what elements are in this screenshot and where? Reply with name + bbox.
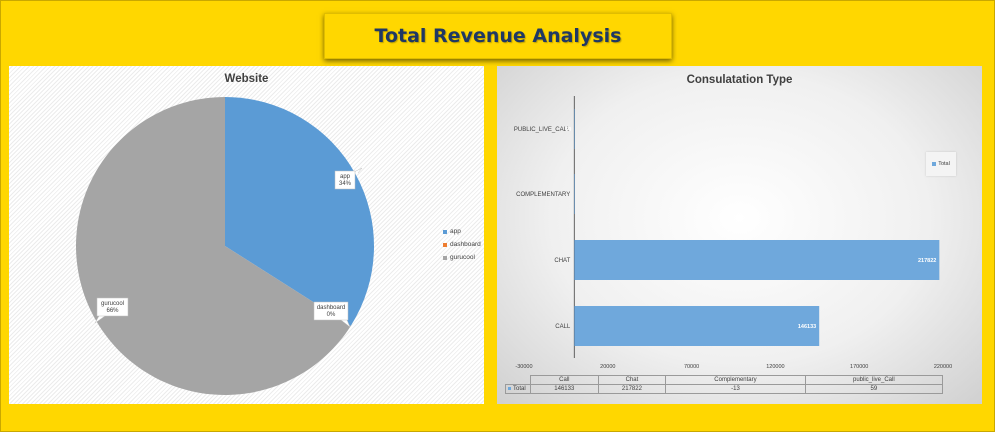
legend-swatch-total [932, 162, 937, 166]
bar-data-table: Call Chat Complementary public_live_Call… [505, 375, 944, 394]
data-table-cell: 146133 [530, 384, 599, 394]
pie-data-label-pct: 0% [327, 312, 336, 318]
page-title-box: Total Revenue Analysis [324, 13, 672, 59]
data-table-corner [505, 375, 531, 385]
bar-data-label: 59 [565, 127, 571, 133]
data-table-header: public_live_Call [804, 375, 944, 385]
pie-slice-gurucool [76, 97, 351, 396]
data-table-row: Total 146133 217822 -13 59 [505, 384, 944, 394]
bar-legend: Total [926, 152, 956, 176]
data-table-swatch [508, 387, 511, 390]
bar-chart-title: Consulatation Type [686, 74, 793, 86]
data-table-header-row: Call Chat Complementary public_live_Call [505, 375, 944, 385]
data-table-header: Call [530, 375, 599, 385]
website-pie-chart-panel: Website app 34% dashboard 0% gurucool 66% app… [9, 66, 484, 404]
bar-complementary [574, 174, 575, 214]
pie-data-label-name: gurucool [101, 301, 124, 307]
bar-call [574, 306, 820, 346]
pie-slice-app [225, 97, 374, 326]
data-table-header: Complementary [665, 375, 806, 385]
bar-category-label: CALL [555, 324, 571, 330]
bar-x-tick-label: 170000 [850, 364, 868, 370]
data-table-row-label-text: Total [513, 386, 526, 392]
data-table-cell: 59 [804, 384, 944, 394]
legend-swatch-app [443, 229, 447, 234]
bar-chat [574, 240, 940, 280]
pie-legend: app dashboard gurucool [443, 228, 481, 267]
bar-category-label: CHAT [554, 258, 570, 264]
pie-data-label-name: dashboard [317, 305, 345, 311]
data-table-cell: 217822 [597, 384, 667, 394]
bar-category-label: COMPLEMENTARY [516, 192, 570, 198]
consultation-bar-chart-panel: Consulatation Type CALL 146133 CHAT 217822 C… [497, 66, 982, 404]
bar-x-tick-label: 70000 [684, 364, 699, 370]
pie-data-label-pct: 34% [339, 181, 352, 187]
bar-data-label: 217822 [918, 258, 936, 264]
legend-label-total: Total [938, 161, 950, 167]
pie-legend-item-app: app [443, 228, 481, 235]
pie-data-label-pct: 66% [106, 308, 119, 314]
bar-public_live_call [574, 109, 575, 149]
bar-category-label: PUBLIC_LIVE_CALL [514, 127, 571, 133]
data-table-cell: -13 [665, 384, 806, 394]
bar-x-tick-label: 220000 [934, 364, 952, 370]
data-table-row-label: Total [505, 384, 531, 394]
pie-legend-item-dashboard: dashboard [443, 241, 481, 248]
legend-swatch-gurucool [443, 255, 447, 260]
bar-x-tick-label: 120000 [766, 364, 784, 370]
legend-swatch-dashboard [443, 242, 447, 247]
pie-chart-title: Website [224, 73, 269, 85]
data-table-header: Chat [597, 375, 667, 385]
pie-data-label-name: app [340, 174, 351, 180]
legend-label-gurucool: gurucool [450, 254, 475, 261]
legend-label-app: app [450, 228, 461, 235]
page-title: Total Revenue Analysis [374, 25, 622, 47]
bar-chart-svg: CALL 146133 CHAT 217822 COMPLEMENTARY PUBLIC_… [514, 96, 952, 370]
legend-label-dashboard: dashboard [450, 241, 481, 248]
bar-x-tick-label: -30000 [515, 364, 532, 370]
pie-legend-item-gurucool: gurucool [443, 254, 481, 261]
bar-data-label: 146133 [798, 324, 816, 330]
bar-x-tick-label: 20000 [600, 364, 615, 370]
